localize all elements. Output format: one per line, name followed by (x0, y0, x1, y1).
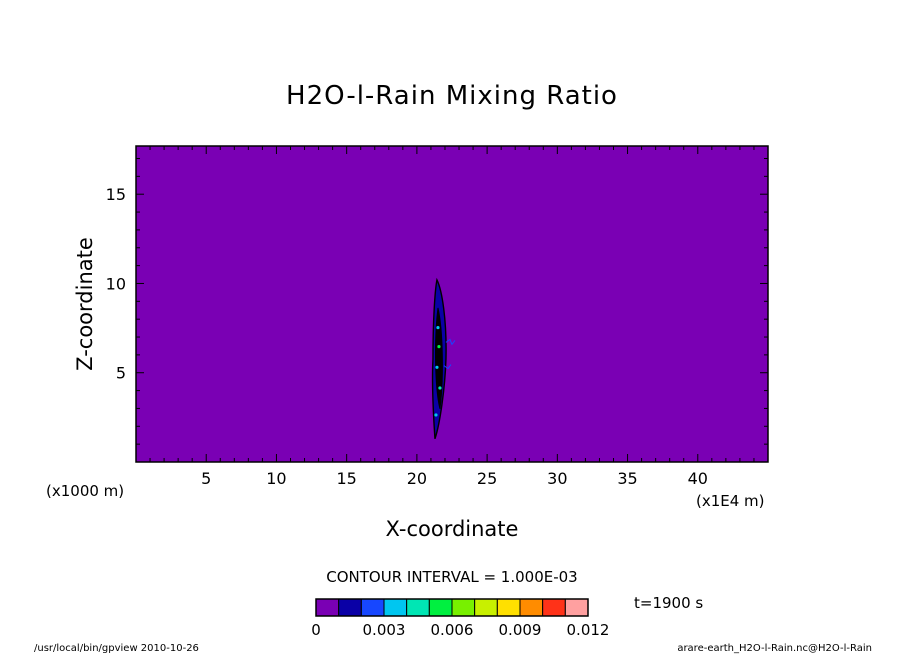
colorbar-swatch (338, 598, 362, 617)
x-unit-right-label: (x1E4 m) (696, 492, 765, 510)
x-tick-label: 40 (688, 469, 708, 488)
rain-contour-speck (436, 325, 440, 330)
colorbar-tick-label: 0 (311, 621, 321, 639)
colorbar-tick-label: 0.006 (431, 621, 474, 639)
rain-contour-speck (437, 345, 441, 349)
y-tick-label: 15 (106, 185, 126, 204)
colorbar-swatch (383, 598, 408, 617)
colorbar-swatch (564, 598, 589, 617)
rain-contour-inner (435, 307, 443, 409)
x-tick-label: 25 (477, 469, 497, 488)
chart-title: H2O-l-Rain Mixing Ratio (286, 81, 618, 111)
x-tick-label: 15 (336, 469, 356, 488)
rain-contour-speck (435, 365, 439, 369)
contour-interval-label: CONTOUR INTERVAL = 1.000E-03 (326, 568, 577, 586)
rain-contour-speck (434, 413, 438, 417)
y-tick-label: 10 (106, 274, 126, 293)
rain-contour-squiggle (443, 338, 456, 370)
x-tick-label: 5 (201, 469, 211, 488)
axis-ticks (136, 146, 768, 462)
colorbar-swatch (519, 598, 544, 617)
rain-contour-speck (438, 386, 442, 390)
colorbar-frame (315, 598, 589, 617)
colorbar-swatch (428, 598, 453, 617)
colorbar-tick-label: 0.009 (499, 621, 542, 639)
colorbar-swatch (360, 598, 385, 617)
rain-feature-contours (431, 277, 456, 440)
y-axis-label: Z-coordinate (73, 237, 97, 371)
footer-right: arare-earth_H2O-l-Rain.nc@H2O-l-Rain (677, 643, 872, 654)
colorbar-swatch (315, 598, 340, 617)
x-unit-left-label: (x1000 m) (46, 482, 124, 500)
y-tick-labels: 5 10 15 (106, 185, 126, 383)
x-axis-label: X-coordinate (386, 517, 519, 541)
colorbar-swatch (496, 598, 521, 617)
colorbar-swatch (406, 598, 430, 617)
plot-area (135, 145, 769, 463)
colorbar-swatch (451, 598, 476, 617)
footer-left: /usr/local/bin/gpview 2010-10-26 (34, 643, 199, 654)
y-tick-label: 5 (116, 364, 126, 383)
colorbar-swatch (474, 598, 498, 617)
time-label: t=1900 s (634, 594, 703, 612)
x-tick-label: 20 (407, 469, 427, 488)
x-tick-label: 35 (617, 469, 637, 488)
colorbar-tick-labels: 0 0.003 0.006 0.009 0.012 (311, 621, 609, 639)
x-tick-labels: 5 10 15 20 25 30 35 40 (201, 469, 708, 488)
colorbar-tick-label: 0.003 (363, 621, 406, 639)
x-tick-label: 10 (266, 469, 286, 488)
colorbar (315, 598, 589, 617)
colorbar-tick-label: 0.012 (567, 621, 610, 639)
x-tick-label: 30 (547, 469, 567, 488)
colorbar-swatch (542, 598, 566, 617)
